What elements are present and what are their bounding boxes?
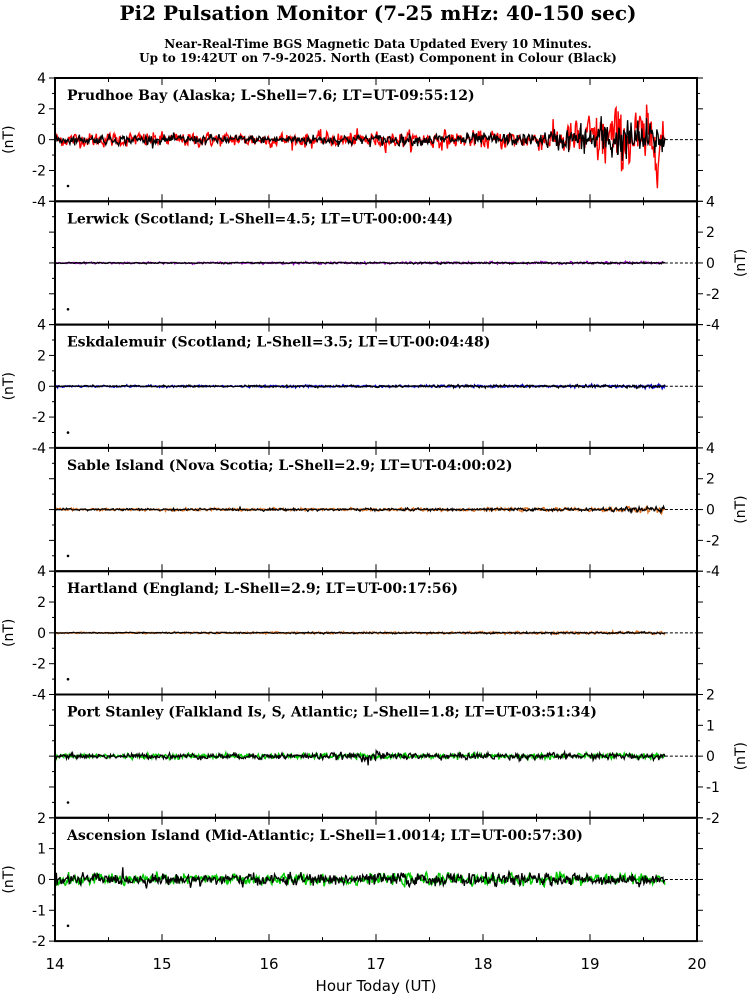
y-tick-label: 0 <box>37 133 46 149</box>
series-east-trace <box>54 867 666 889</box>
y-axis-label: (nT) <box>733 249 749 277</box>
y-axis-label: (nT) <box>733 495 749 523</box>
series-east-trace <box>54 748 666 766</box>
series-east-trace <box>54 383 666 390</box>
chart-title: Pi2 Pulsation Monitor (7-25 mHz: 40-150 … <box>119 1 637 25</box>
marker-dot <box>66 308 70 311</box>
x-tick-label: 14 <box>45 955 64 973</box>
marker-dot <box>66 431 70 434</box>
y-axis-label: (nT) <box>733 742 749 770</box>
station-label: Sable Island (Nova Scotia; L-Shell=2.9; … <box>67 458 512 474</box>
y-tick-label: -2 <box>32 934 46 950</box>
y-tick-label: 0 <box>37 379 46 395</box>
y-tick-label: -2 <box>706 287 720 303</box>
y-tick-label: 2 <box>706 225 715 241</box>
station-label: Eskdalemuir (Scotland; L-Shell=3.5; LT=U… <box>67 335 490 351</box>
y-tick-label: 1 <box>706 718 715 734</box>
y-tick-label: -2 <box>32 410 46 426</box>
y-tick-label: -4 <box>706 564 720 580</box>
station-label: Ascension Island (Mid-Atlantic; L-Shell=… <box>66 828 583 844</box>
y-tick-label: 2 <box>37 102 46 118</box>
x-tick-label: 19 <box>580 955 599 973</box>
series-east-trace <box>54 116 666 161</box>
chart-subtitle-line-1: Near-Real-Time BGS Magnetic Data Updated… <box>164 37 592 51</box>
y-tick-label: -4 <box>32 441 46 457</box>
panel-5: -4 -2 0 2 4 (nT) Hartland (England; L-Shell=2.… <box>1 564 703 704</box>
series-north-trace <box>54 104 666 189</box>
panel-1: -4 -2 0 2 4 (nT) Prudhoe Bay (Alaska; L-Shell=… <box>1 71 703 210</box>
y-tick-label: -2 <box>32 657 46 673</box>
station-label: Port Stanley (Falkland Is, S, Atlantic; … <box>67 705 597 721</box>
series-east-trace <box>55 260 666 266</box>
station-label: Hartland (England; L-Shell=2.9; LT=UT-00… <box>67 581 458 597</box>
y-tick-label: -1 <box>706 780 720 796</box>
y-tick-label: 0 <box>37 872 46 888</box>
y-tick-label: -2 <box>706 533 720 549</box>
y-tick-label: 0 <box>706 256 715 272</box>
y-axis-label: (nT) <box>1 372 17 400</box>
y-tick-label: -4 <box>32 688 46 704</box>
marker-dot <box>66 554 70 558</box>
y-tick-label: -2 <box>706 811 720 827</box>
y-tick-label: 2 <box>706 688 715 704</box>
y-axis-label: (nT) <box>1 619 17 647</box>
y-tick-label: -1 <box>32 903 46 919</box>
y-tick-label: 4 <box>37 564 46 580</box>
x-axis-label: Hour Today (UT) <box>316 977 437 994</box>
marker-dot <box>66 677 70 681</box>
marker-dot <box>66 801 70 804</box>
station-label: Lerwick (Scotland; L-Shell=4.5; LT=UT-00… <box>67 211 453 227</box>
y-tick-label: 4 <box>37 318 46 334</box>
station-label: Prudhoe Bay (Alaska; L-Shell=7.6; LT=UT-… <box>67 88 475 104</box>
y-axis-label: (nT) <box>1 125 17 153</box>
chart-subtitle-line-2: Up to 19:42UT on 7-9-2025. North (East) … <box>139 51 617 65</box>
y-tick-label: -4 <box>706 318 720 334</box>
y-tick-label: -2 <box>32 163 46 179</box>
y-tick-label: 4 <box>706 194 715 210</box>
y-tick-label: 4 <box>706 441 715 457</box>
y-tick-label: 0 <box>706 503 715 519</box>
y-tick-label: 1 <box>37 842 46 858</box>
x-tick-label: 17 <box>366 955 385 973</box>
y-tick-label: -4 <box>32 194 46 210</box>
y-tick-label: 2 <box>37 595 46 611</box>
series-east-trace <box>54 504 666 515</box>
x-tick-label: 15 <box>152 955 171 973</box>
y-axis-label: (nT) <box>1 865 17 893</box>
panel-3: -4 -2 0 2 4 (nT) Eskdalemuir (Scotland; L-Shel… <box>1 318 703 457</box>
y-tick-label: 0 <box>37 626 46 642</box>
series-east-trace <box>54 630 666 636</box>
x-tick-label: 16 <box>259 955 278 973</box>
x-tick-label: 18 <box>473 955 492 973</box>
panel-6: -2 -1 0 1 2 (nT) Port Stanley (Falkland Is, S,… <box>49 688 749 827</box>
y-tick-label: 0 <box>706 749 715 765</box>
panel-2: -4 -2 0 2 4 (nT) Lerwick (Scotland; L-Shell=4.… <box>49 194 749 334</box>
panel-4: -4 -2 0 2 4 (nT) Sable Island (Nova Scotia; L-… <box>49 441 749 580</box>
panel-7: -2 -1 0 1 2 (nT) Ascension Island (Mid-Atlanti… <box>1 811 703 950</box>
y-tick-label: 2 <box>706 472 715 488</box>
y-tick-label: 4 <box>37 71 46 87</box>
marker-dot <box>66 184 70 188</box>
x-tick-label: 20 <box>687 955 706 973</box>
y-tick-label: 2 <box>37 811 46 827</box>
marker-dot <box>66 924 70 928</box>
y-tick-label: 2 <box>37 348 46 364</box>
series-north-trace <box>54 750 666 762</box>
